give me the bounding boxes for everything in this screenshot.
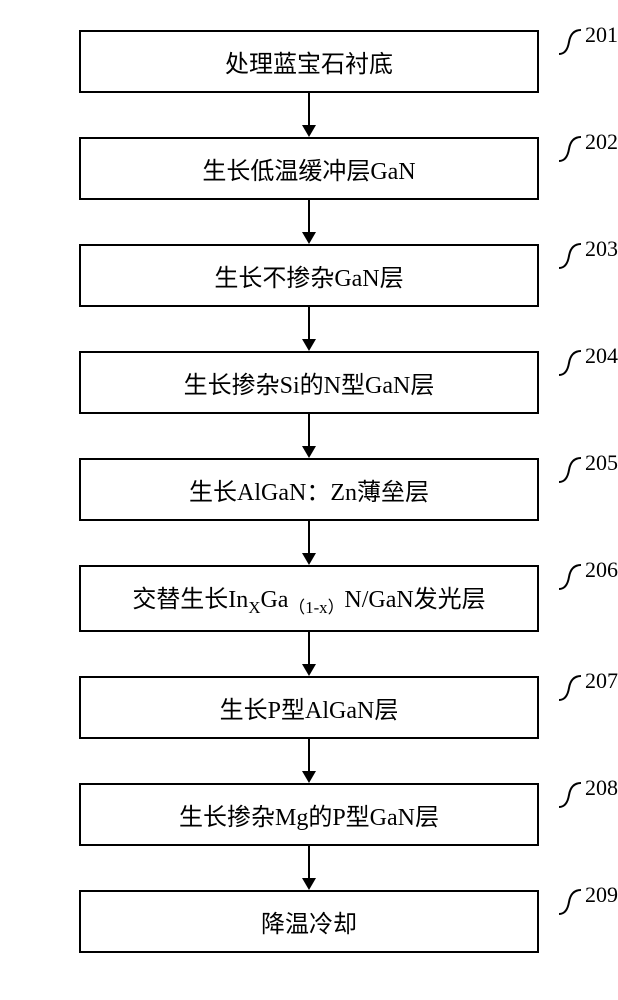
arrow-line	[308, 846, 310, 878]
step-label-207: 207	[585, 668, 618, 694]
step-box-203: 生长不掺杂GaN层	[79, 244, 539, 307]
step-text: 生长P型AlGaN层	[220, 690, 399, 725]
arrow-head-icon	[302, 878, 316, 890]
step-wrapper-204: 生长掺杂Si的N型GaN层204	[20, 351, 598, 414]
step-label-203: 203	[585, 236, 618, 262]
arrow-line	[308, 93, 310, 125]
arrow-head-icon	[302, 553, 316, 565]
step-label-202: 202	[585, 129, 618, 155]
step-text: 降温冷却	[261, 904, 357, 939]
step-label-201: 201	[585, 22, 618, 48]
step-wrapper-203: 生长不掺杂GaN层203	[20, 244, 598, 307]
step-box-206: 交替生长InXGa（1-x）N/GaN发光层	[79, 565, 539, 632]
step-box-202: 生长低温缓冲层GaN	[79, 137, 539, 200]
arrow-down-icon	[302, 521, 316, 565]
step-text: 生长AlGaN：Zn薄垒层	[189, 472, 429, 507]
arrow-down-icon	[302, 200, 316, 244]
step-label-208: 208	[585, 775, 618, 801]
step-wrapper-202: 生长低温缓冲层GaN202	[20, 137, 598, 200]
arrow-head-icon	[302, 664, 316, 676]
step-wrapper-208: 生长掺杂Mg的P型GaN层208	[20, 783, 598, 846]
arrow-down-icon	[302, 846, 316, 890]
arrow-line	[308, 521, 310, 553]
step-label-209: 209	[585, 882, 618, 908]
arrow-down-icon	[302, 93, 316, 137]
arrow-head-icon	[302, 232, 316, 244]
step-text: 处理蓝宝石衬底	[225, 44, 393, 79]
step-text: 生长低温缓冲层GaN	[202, 151, 415, 186]
arrow-line	[308, 632, 310, 664]
arrow-line	[308, 414, 310, 446]
step-text: 交替生长InXGa（1-x）N/GaN发光层	[132, 579, 485, 618]
arrow-head-icon	[302, 125, 316, 137]
step-box-207: 生长P型AlGaN层	[79, 676, 539, 739]
step-text: 生长不掺杂GaN层	[214, 258, 403, 293]
step-wrapper-209: 降温冷却209	[20, 890, 598, 953]
arrow-down-icon	[302, 414, 316, 458]
arrow-down-icon	[302, 739, 316, 783]
step-label-205: 205	[585, 450, 618, 476]
step-box-208: 生长掺杂Mg的P型GaN层	[79, 783, 539, 846]
step-box-204: 生长掺杂Si的N型GaN层	[79, 351, 539, 414]
flowchart-container: 处理蓝宝石衬底201 生长低温缓冲层GaN202 生长不掺杂GaN层203 生长掺杂S…	[20, 30, 598, 953]
arrow-head-icon	[302, 339, 316, 351]
step-text: 生长掺杂Si的N型GaN层	[184, 365, 435, 400]
arrow-head-icon	[302, 771, 316, 783]
arrow-down-icon	[302, 632, 316, 676]
arrow-line	[308, 200, 310, 232]
step-wrapper-206: 交替生长InXGa（1-x）N/GaN发光层206	[20, 565, 598, 632]
step-wrapper-201: 处理蓝宝石衬底201	[20, 30, 598, 93]
step-label-206: 206	[585, 557, 618, 583]
step-wrapper-205: 生长AlGaN：Zn薄垒层205	[20, 458, 598, 521]
arrow-down-icon	[302, 307, 316, 351]
step-box-205: 生长AlGaN：Zn薄垒层	[79, 458, 539, 521]
step-wrapper-207: 生长P型AlGaN层207	[20, 676, 598, 739]
step-box-209: 降温冷却	[79, 890, 539, 953]
arrow-line	[308, 307, 310, 339]
step-text: 生长掺杂Mg的P型GaN层	[179, 797, 439, 832]
step-label-204: 204	[585, 343, 618, 369]
step-box-201: 处理蓝宝石衬底	[79, 30, 539, 93]
arrow-line	[308, 739, 310, 771]
arrow-head-icon	[302, 446, 316, 458]
